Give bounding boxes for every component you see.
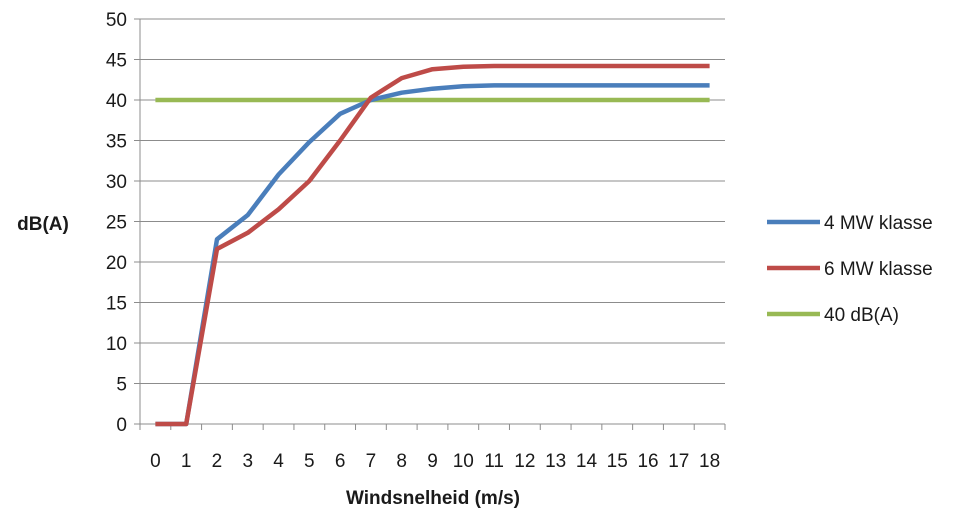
x-axis: 0 1 2 3 4 5 6 7 8 9 10 11 12 13 14 15 16 17 18 [139,423,726,472]
x-tick-label: 7 [366,451,377,472]
x-axis-title: Windsnelheid (m/s) [346,488,520,509]
legend-label: 4 MW klasse [824,213,933,234]
y-tick-label: 35 [106,132,127,153]
x-tick-label: 8 [396,451,407,472]
y-tick-label: 25 [106,213,127,234]
legend: 4 MW klasse 6 MW klasse 40 dB(A) [767,213,933,326]
legend-label: 40 dB(A) [824,305,899,326]
plot-series [155,63,710,427]
x-tick-label: 18 [699,451,720,472]
x-tick-label: 9 [427,451,438,472]
y-tick-label: 15 [106,294,127,315]
gridlines [140,18,725,384]
y-tick-label: 50 [106,10,127,31]
y-tick-label: 20 [106,253,127,274]
legend-label: 6 MW klasse [824,259,933,280]
x-tick-label: 15 [607,451,628,472]
y-tick-label: 45 [106,51,127,72]
y-tick-label: 30 [106,172,127,193]
y-axis-title: dB(A) [17,214,69,235]
x-tick-label: 4 [273,451,284,472]
x-tick-label: 5 [304,451,315,472]
x-tick-label: 16 [637,451,658,472]
x-tick-label: 1 [181,451,192,472]
x-tick-label: 3 [242,451,253,472]
series-line-1 [155,83,710,427]
y-axis: 0 5 10 15 20 25 30 35 40 45 50 [106,10,141,436]
x-tick-label: 13 [545,451,566,472]
x-tick-label: 17 [668,451,689,472]
x-tick-label: 14 [576,451,598,472]
x-tick-label: 12 [514,451,535,472]
y-tick-label: 40 [106,91,127,112]
x-tick-label: 0 [150,451,161,472]
x-tick-label: 11 [484,451,504,472]
y-tick-label: 5 [116,375,127,396]
series-line-2 [155,63,710,427]
x-tick-label: 6 [335,451,346,472]
x-tick-label: 2 [212,451,223,472]
x-tick-label: 10 [453,451,474,472]
y-tick-label: 10 [106,334,127,355]
y-tick-label: 0 [116,415,127,436]
